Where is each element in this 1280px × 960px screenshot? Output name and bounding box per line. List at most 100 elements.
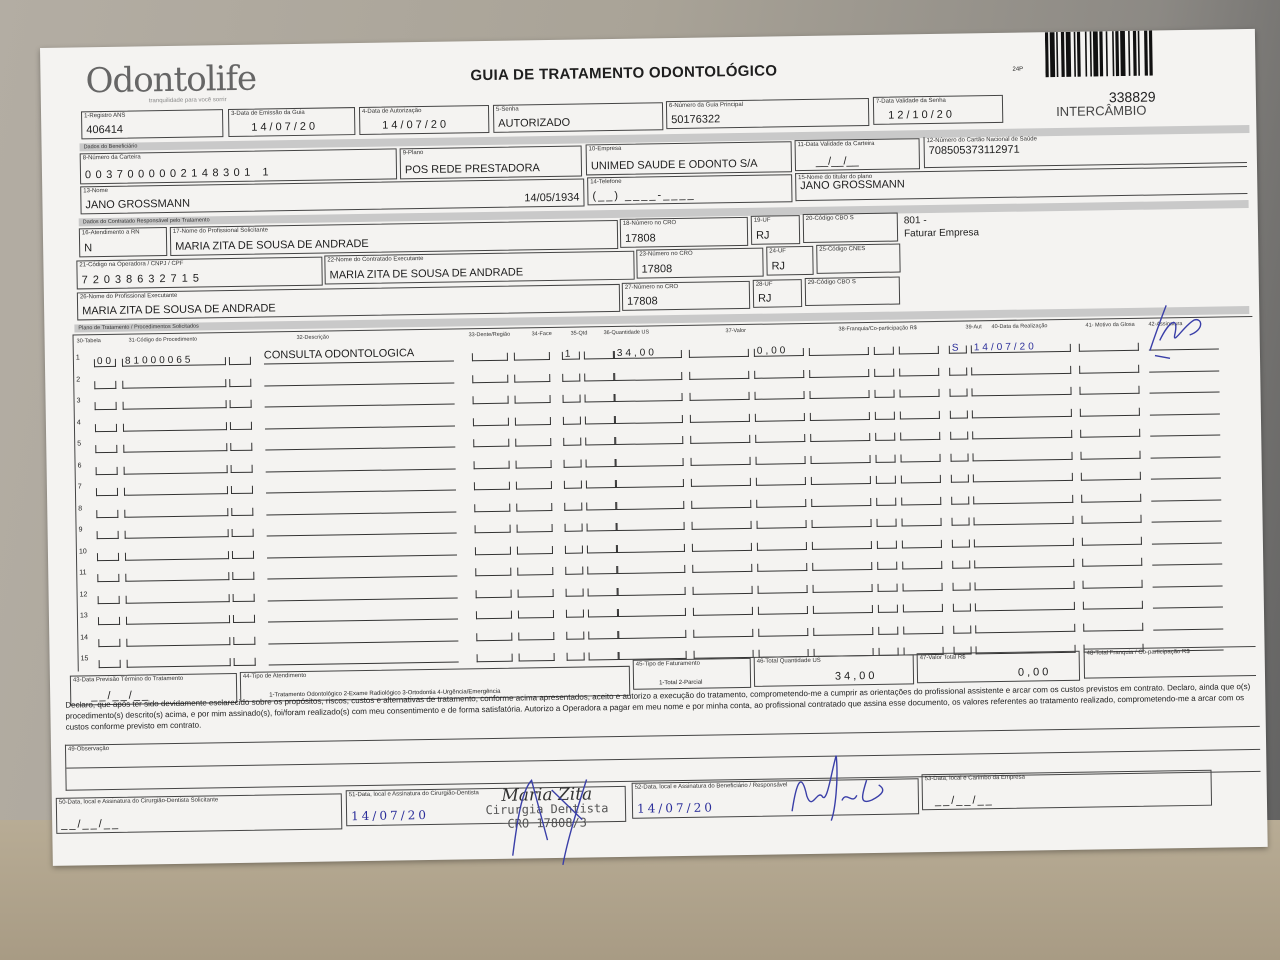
cell-aut[interactable] xyxy=(951,495,970,505)
cell-descricao[interactable] xyxy=(264,389,455,408)
cell-blank[interactable] xyxy=(812,561,873,571)
cell-dente-face[interactable] xyxy=(475,610,513,620)
cell-dente-face[interactable] xyxy=(516,545,554,555)
field-tipo-faturamento[interactable]: 45-Tipo de Faturamento 1-Total 2-Parcial xyxy=(632,657,752,690)
field-validade-carteira[interactable]: 11-Data Validade da Carteira __/__/__ xyxy=(794,138,921,172)
cell-valor[interactable] xyxy=(757,584,808,594)
cell-dente-face[interactable] xyxy=(515,481,552,490)
field-validade-senha[interactable]: 7-Data Validade da Senha 12/10/20 xyxy=(872,94,1004,125)
cell-aut[interactable] xyxy=(949,366,968,376)
cell-blank[interactable] xyxy=(584,415,615,424)
cell-blank[interactable] xyxy=(902,603,943,613)
cell-assinatura[interactable] xyxy=(1149,377,1220,394)
cell-descricao[interactable] xyxy=(265,432,456,451)
cell-dente-face[interactable] xyxy=(475,589,512,598)
cell-blank[interactable] xyxy=(1082,557,1143,567)
cell-codigo[interactable] xyxy=(124,550,230,561)
cell-blank[interactable] xyxy=(811,497,872,507)
cell-tabela[interactable]: 00 xyxy=(93,356,117,368)
cell-blank[interactable] xyxy=(810,433,871,442)
cell-blank[interactable] xyxy=(901,539,942,549)
cell-codigo[interactable] xyxy=(126,658,231,668)
cell-qtd[interactable] xyxy=(566,631,585,640)
cell-dente-face[interactable] xyxy=(472,374,509,383)
cell-blank[interactable] xyxy=(233,657,256,667)
cell-codigo[interactable] xyxy=(122,421,228,432)
cell-qtd[interactable] xyxy=(562,416,581,425)
cell-codigo[interactable] xyxy=(122,400,227,410)
cell-blank[interactable] xyxy=(1082,600,1143,610)
cell-blank[interactable] xyxy=(584,394,615,403)
cell-data[interactable]: 14/07/20 xyxy=(970,341,1071,354)
cell-codigo[interactable]: 81000065 xyxy=(121,355,227,367)
cell-descricao[interactable] xyxy=(264,411,455,430)
cell-codigo[interactable] xyxy=(122,378,227,389)
cell-codigo[interactable] xyxy=(125,572,230,582)
cell-descricao[interactable] xyxy=(265,475,457,494)
cell-blank[interactable] xyxy=(586,523,617,532)
cell-blank[interactable] xyxy=(230,464,253,473)
cell-qtd[interactable] xyxy=(565,609,585,618)
cell-blank[interactable] xyxy=(1081,536,1142,546)
cell-blank[interactable] xyxy=(585,458,616,467)
cell-franquia[interactable] xyxy=(874,368,895,377)
cell-assinatura[interactable] xyxy=(1151,485,1222,502)
field-total-quantidade-us[interactable]: 46-Total Quantidade US 34,00 xyxy=(753,654,915,687)
cell-qtd[interactable] xyxy=(563,459,582,468)
field-telefone[interactable]: 14-Telefone (__) ____-____ xyxy=(587,174,793,206)
cell-data[interactable] xyxy=(972,472,1073,483)
cell-blank[interactable] xyxy=(692,606,753,616)
cell-data[interactable] xyxy=(973,494,1074,504)
cell-blank[interactable] xyxy=(691,520,752,530)
cell-blank[interactable] xyxy=(809,368,870,378)
cell-blank[interactable] xyxy=(587,565,618,575)
cell-aut[interactable]: S xyxy=(948,343,967,354)
cell-descricao[interactable] xyxy=(267,583,458,601)
cell-blank[interactable] xyxy=(900,431,941,441)
cell-tabela[interactable] xyxy=(96,552,120,561)
cell-dente-face[interactable] xyxy=(473,460,510,469)
cell-qtd[interactable] xyxy=(564,523,583,532)
cell-codigo[interactable] xyxy=(125,593,230,604)
cell-valor[interactable] xyxy=(756,498,807,508)
cell-dente-face[interactable] xyxy=(474,524,511,534)
cell-tabela[interactable] xyxy=(97,573,120,583)
cell-tabela[interactable] xyxy=(95,487,119,497)
field-profissional-solicitante[interactable]: 17-Nome do Profissional Solicitante MARIA… xyxy=(169,219,619,256)
field-assinatura-solicitante[interactable]: 50-Data, local e Assinatura do Cirurgião… xyxy=(55,793,343,834)
cell-franquia[interactable] xyxy=(874,389,895,398)
cell-assinatura[interactable] xyxy=(1152,549,1223,566)
cell-tabela[interactable] xyxy=(95,466,118,475)
cell-aut[interactable] xyxy=(951,538,970,548)
cell-dente-face[interactable] xyxy=(518,652,555,662)
cell-blank[interactable] xyxy=(809,411,870,421)
cell-blank[interactable] xyxy=(1079,385,1140,395)
cell-aut[interactable] xyxy=(953,624,972,634)
cell-blank[interactable] xyxy=(233,636,256,645)
cell-assinatura[interactable] xyxy=(1150,420,1221,437)
field-cro-executante[interactable]: 27-Número no CRO 17808 xyxy=(621,280,751,311)
cell-data[interactable] xyxy=(974,601,1075,612)
cell-dente-face[interactable] xyxy=(476,653,513,663)
cell-franquia[interactable] xyxy=(878,626,899,635)
cell-tabela[interactable] xyxy=(97,595,120,604)
cell-us[interactable] xyxy=(616,543,685,553)
field-valor-total[interactable]: 47-Valor Total R$ 0,00 xyxy=(916,650,1081,684)
cell-qtd[interactable] xyxy=(563,437,582,446)
cell-data[interactable] xyxy=(975,623,1076,633)
cell-descricao[interactable] xyxy=(266,540,458,558)
cell-tabela[interactable] xyxy=(94,423,118,432)
cell-dente-face[interactable] xyxy=(517,609,555,619)
cell-tabela[interactable] xyxy=(98,638,121,647)
cell-blank[interactable] xyxy=(1082,579,1143,589)
cell-descricao[interactable] xyxy=(267,561,458,580)
cell-dente-face[interactable] xyxy=(473,438,510,448)
cell-franquia[interactable] xyxy=(874,411,895,420)
cell-descricao[interactable]: CONSULTA ODONTOLOGICA xyxy=(263,346,454,365)
cell-tabela[interactable] xyxy=(98,659,121,669)
cell-descricao[interactable] xyxy=(268,647,459,666)
cell-codigo[interactable] xyxy=(125,615,231,625)
cell-blank[interactable] xyxy=(1080,471,1141,481)
cell-assinatura[interactable] xyxy=(1153,613,1224,631)
cell-dente-face[interactable] xyxy=(472,395,509,405)
